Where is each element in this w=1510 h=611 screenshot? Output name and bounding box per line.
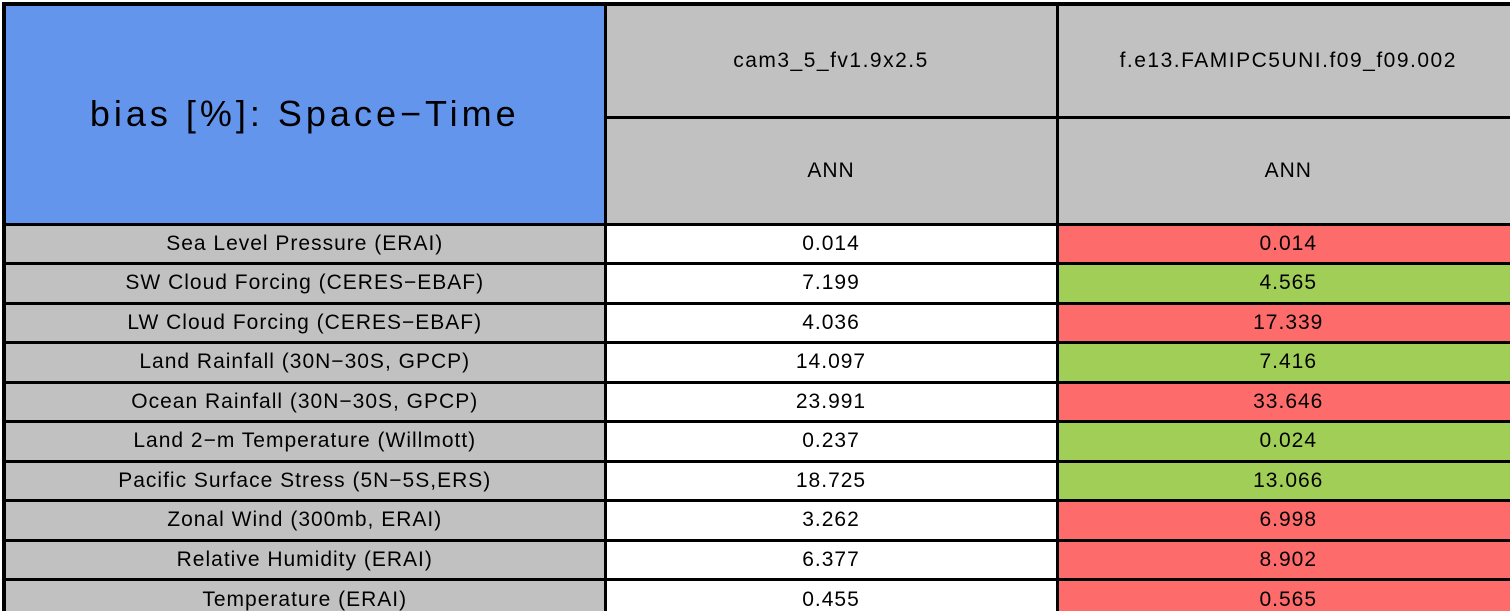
case1-value: 14.097 bbox=[603, 341, 1059, 384]
case2-value: 6.998 bbox=[1055, 499, 1510, 542]
variable-label: Temperature (ERAI) bbox=[2, 578, 607, 611]
variable-label: Ocean Rainfall (30N−30S, GPCP) bbox=[2, 380, 607, 424]
case2-value: 17.339 bbox=[1055, 301, 1510, 345]
case1-value: 4.036 bbox=[603, 301, 1059, 345]
column-header-case1: cam3_5_fv1.9x2.5 bbox=[603, 2, 1059, 119]
header-row-models: bias [%]: Space−Time cam3_5_fv1.9x2.5 f.… bbox=[2, 2, 1510, 226]
case2-value: 0.024 bbox=[1055, 420, 1510, 463]
table-title: bias [%]: Space−Time bbox=[2, 2, 607, 226]
season-label-case1: ANN bbox=[603, 115, 1059, 226]
variable-label: SW Cloud Forcing (CERES−EBAF) bbox=[2, 262, 607, 305]
table-row: Land 2−m Temperature (Willmott) 0.237 0.02… bbox=[2, 420, 1510, 463]
table-row: LW Cloud Forcing (CERES−EBAF) 4.036 17.339 bbox=[2, 301, 1510, 345]
case2-value: 13.066 bbox=[1055, 459, 1510, 503]
case1-value: 7.199 bbox=[603, 262, 1059, 305]
header-row-season: ANN ANN bbox=[4, 115, 1510, 226]
case1-value: 18.725 bbox=[603, 459, 1059, 503]
case2-value: 33.646 bbox=[1055, 380, 1510, 424]
case1-value: 0.237 bbox=[603, 420, 1059, 463]
case2-value: 8.902 bbox=[1055, 538, 1510, 582]
table-body: Sea Level Pressure (ERAI) 0.014 0.014 SW Cl… bbox=[2, 222, 1510, 611]
case2-value: 0.014 bbox=[1055, 222, 1510, 266]
column-header-case2: f.e13.FAMIPC5UNI.f09_f09.002 bbox=[1055, 2, 1510, 119]
case2-value: 0.565 bbox=[1055, 578, 1510, 611]
case1-value: 6.377 bbox=[603, 538, 1059, 582]
variable-label: Land Rainfall (30N−30S, GPCP) bbox=[2, 341, 607, 384]
variable-label: Pacific Surface Stress (5N−5S,ERS) bbox=[2, 459, 607, 503]
case2-value: 4.565 bbox=[1055, 262, 1510, 305]
variable-label: Zonal Wind (300mb, ERAI) bbox=[2, 499, 607, 542]
table-row: Sea Level Pressure (ERAI) 0.014 0.014 bbox=[2, 222, 1510, 266]
variable-label: Land 2−m Temperature (Willmott) bbox=[2, 420, 607, 463]
case1-value: 3.262 bbox=[603, 499, 1059, 542]
season-label-case2: ANN bbox=[1055, 115, 1510, 226]
table-row: Ocean Rainfall (30N−30S, GPCP) 23.991 33.6… bbox=[2, 380, 1510, 424]
table-row: SW Cloud Forcing (CERES−EBAF) 7.199 4.565 bbox=[2, 262, 1510, 305]
variable-label: LW Cloud Forcing (CERES−EBAF) bbox=[2, 301, 607, 345]
case2-value: 7.416 bbox=[1055, 341, 1510, 384]
variable-label: Relative Humidity (ERAI) bbox=[2, 538, 607, 582]
variable-label: Sea Level Pressure (ERAI) bbox=[2, 222, 607, 266]
table-row: Relative Humidity (ERAI) 6.377 8.902 bbox=[2, 538, 1510, 582]
table-row: Zonal Wind (300mb, ERAI) 3.262 6.998 bbox=[2, 499, 1510, 542]
table-header: bias [%]: Space−Time cam3_5_fv1.9x2.5 f.… bbox=[2, 2, 1510, 226]
table-row: Temperature (ERAI) 0.455 0.565 bbox=[2, 578, 1510, 611]
table-row: Land Rainfall (30N−30S, GPCP) 14.097 7.416 bbox=[2, 341, 1510, 384]
case1-value: 23.991 bbox=[603, 380, 1059, 424]
case1-value: 0.014 bbox=[603, 222, 1059, 266]
table-row: Pacific Surface Stress (5N−5S,ERS) 18.725… bbox=[2, 459, 1510, 503]
case1-value: 0.455 bbox=[603, 578, 1059, 611]
